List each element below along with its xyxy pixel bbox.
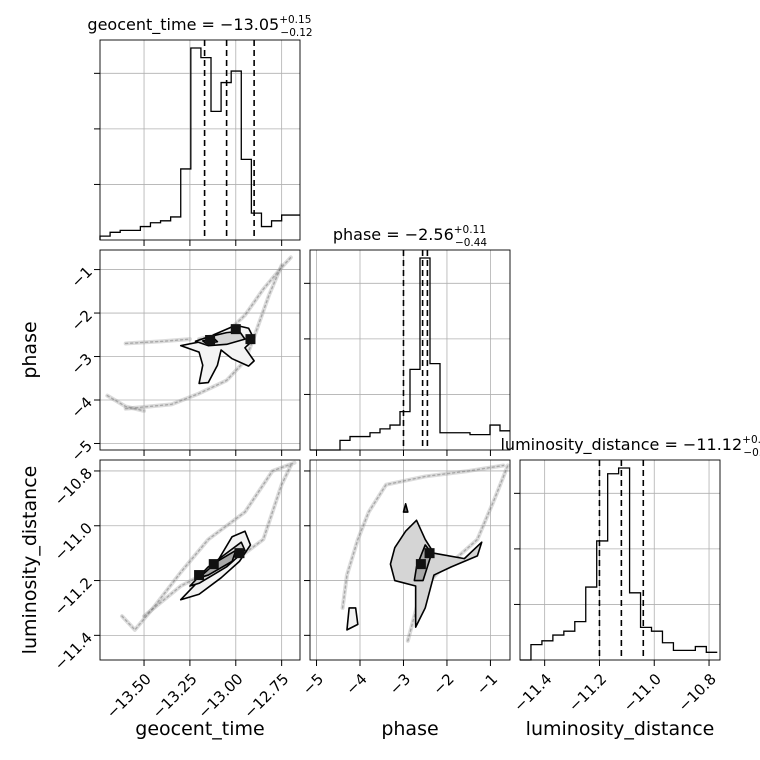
density-peak <box>205 335 216 345</box>
title-plus: +0.15 <box>279 14 311 26</box>
contour-level <box>346 607 359 631</box>
x-tick-label: −11.0 <box>620 670 665 715</box>
scatter-trail <box>123 337 192 346</box>
density-luminosity_distance_vs_geocent_time <box>120 460 297 632</box>
panel-frame <box>309 459 511 661</box>
panel-geocent_time-luminosity_distance <box>94 460 300 666</box>
x-tick-label: −10.8 <box>675 670 720 715</box>
title-minus: −0.12 <box>280 27 312 39</box>
y-tick-label: −10.8 <box>51 464 96 509</box>
x-tick-label: −13.25 <box>149 670 201 722</box>
scatter-trail <box>123 263 284 411</box>
contour-level <box>402 503 409 513</box>
scatter-points <box>124 264 283 410</box>
density-peak <box>208 559 219 570</box>
x-tick-label: −11.4 <box>510 670 555 715</box>
title-plus: +0.11 <box>454 224 486 236</box>
panel-frame <box>99 39 301 241</box>
panel-frame <box>99 459 301 661</box>
panel-phase-phase <box>304 250 510 456</box>
y-tick-label: −11.0 <box>51 519 96 564</box>
y-axis-label-phase: phase <box>19 321 41 378</box>
scatter-points <box>106 394 145 412</box>
x-tick-label: −4 <box>342 670 370 698</box>
histogram-phase <box>310 257 510 451</box>
title-label: luminosity_distance = −11.12 <box>500 435 742 455</box>
x-tick-label: −5 <box>299 670 327 698</box>
scatter-trail <box>340 463 506 610</box>
scatter-points <box>341 464 505 609</box>
contour-level <box>389 519 483 628</box>
title-luminosity_distance: luminosity_distance = −11.12+0.08−0.08 <box>500 434 760 459</box>
title-label: geocent_time = −13.05 <box>87 15 279 35</box>
title-plus: +0.08 <box>742 434 760 446</box>
y-tick-label: −5 <box>68 437 96 465</box>
density-peak <box>245 334 256 345</box>
scatter-trail <box>105 393 147 413</box>
scatter-trail <box>120 460 297 632</box>
panel-geocent_time-phase <box>94 250 300 456</box>
panel-frame <box>519 459 721 661</box>
y-tick-label: −2 <box>68 306 96 334</box>
density-peak <box>230 324 241 335</box>
density-peak <box>234 548 245 559</box>
title-geocent_time: geocent_time = −13.05+0.15 −0.12 <box>87 14 312 39</box>
y-axis-label-luminosity_distance: luminosity_distance <box>19 466 41 655</box>
y-tick-label: −11.4 <box>51 629 96 674</box>
scatter-points <box>121 462 296 631</box>
title-phase: phase = −2.56+0.11 −0.44 <box>333 224 488 249</box>
x-tick-label: −2 <box>429 670 457 698</box>
density-peak <box>194 570 205 581</box>
title-minus: −0.08 <box>743 447 760 459</box>
density-peak <box>424 548 435 559</box>
density-luminosity_distance_vs_phase <box>340 463 510 643</box>
density-phase_vs_geocent_time <box>105 255 293 413</box>
panel-frame <box>99 249 301 451</box>
x-tick-label: −1 <box>473 670 501 698</box>
y-tick-label: −4 <box>68 393 96 421</box>
scatter-points <box>198 256 292 340</box>
y-tick-label: −11.2 <box>51 574 96 619</box>
x-tick-label: −3 <box>386 670 414 698</box>
x-axis-label-geocent_time: geocent_time <box>135 718 264 740</box>
y-tick-label: −3 <box>68 350 96 378</box>
panel-frame <box>309 249 511 451</box>
histogram-geocent_time <box>99 47 300 240</box>
x-tick-label: −13.50 <box>103 670 155 722</box>
scatter-points <box>124 338 191 345</box>
panel-luminosity_distance-luminosity_distance <box>514 460 720 666</box>
density-peak <box>415 559 426 570</box>
contour-level <box>179 324 255 385</box>
y-tick-label: −1 <box>68 263 96 291</box>
title-minus: −0.44 <box>455 237 487 249</box>
x-tick-label: −13.00 <box>195 670 247 722</box>
x-tick-label: −12.75 <box>240 670 292 722</box>
x-tick-label: −11.2 <box>565 670 610 715</box>
x-axis-label-luminosity_distance: luminosity_distance <box>526 718 715 740</box>
histogram-luminosity_distance <box>520 467 718 661</box>
panel-geocent_time-geocent_time <box>94 40 300 246</box>
title-label: phase = −2.56 <box>333 225 454 244</box>
x-axis-label-phase: phase <box>381 718 438 740</box>
